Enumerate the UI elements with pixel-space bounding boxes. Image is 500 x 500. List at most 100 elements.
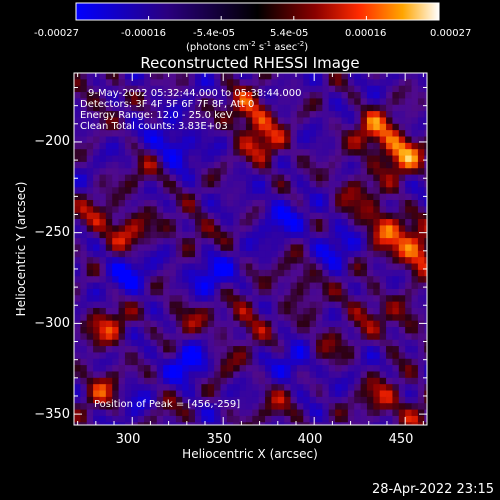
heatmap-cell [431,124,438,131]
heatmap-cell [417,130,425,138]
heatmap-cell [169,225,177,233]
heatmap-cell [341,117,349,125]
heatmap-cell [74,142,81,150]
heatmap-cell [239,85,247,93]
heatmap-cell [373,276,381,284]
heatmap-cell [431,429,438,436]
heatmap-cell [175,79,183,87]
heatmap-cell [424,295,427,303]
heatmap-cell [277,307,285,315]
heatmap-cell [175,117,183,125]
heatmap-cell [214,85,222,93]
heatmap-cell [175,371,183,379]
heatmap-cell [303,104,311,112]
heatmap-cell [201,415,209,423]
heatmap-cell [80,390,88,398]
heatmap-cell [252,92,260,100]
heatmap-cell [309,365,317,373]
heatmap-cell [328,314,336,322]
heatmap-cell [105,320,113,328]
heatmap-cell [207,79,215,87]
heatmap-cell [86,403,94,411]
heatmap-cell [265,295,273,303]
heatmap-cell [137,307,145,315]
heatmap-cell [366,231,374,239]
heatmap-cell [284,225,292,233]
heatmap-cell [335,396,343,404]
heatmap-cell [163,92,171,100]
heatmap-cell [220,257,228,265]
heatmap-cell [99,225,107,233]
heatmap-cell [271,117,279,125]
heatmap-cell [405,104,413,112]
heatmap-cell [309,396,317,404]
heatmap-cell [392,149,400,157]
heatmap-cell [80,365,88,373]
heatmap-cell [392,250,400,258]
heatmap-cell [354,180,362,188]
heatmap-cell [80,244,88,252]
heatmap-cell [150,244,158,252]
heatmap-cell [182,161,190,169]
heatmap-cell [258,73,266,80]
heatmap-cell [150,257,158,265]
heatmap-cell [354,79,362,87]
heatmap-cell [131,396,139,404]
heatmap-cell [112,180,120,188]
heatmap-cell [86,415,94,423]
heatmap-cell [303,276,311,284]
heatmap-cell [175,149,183,157]
heatmap-cell [239,346,247,354]
heatmap-cell [207,155,215,163]
heatmap-cell [239,339,247,347]
heatmap-cell [169,168,177,176]
heatmap-cell [93,206,101,214]
heatmap-cell [112,200,120,207]
heatmap-cell [258,155,266,163]
heatmap-cell [290,352,298,360]
heatmap-cell [296,155,304,163]
heatmap-cell [195,250,202,258]
heatmap-cell [424,307,427,315]
heatmap-cell [296,295,304,303]
heatmap-cell [112,263,120,271]
heatmap-cell [290,333,298,341]
heatmap-cell [265,123,273,131]
heatmap-cell [277,92,285,100]
heatmap-cell [405,396,413,404]
heatmap-cell [156,123,164,131]
heatmap-cell [169,117,177,125]
heatmap-cell [233,276,241,284]
heatmap-cell [93,282,101,290]
heatmap-cell [303,390,311,398]
heatmap-cell [284,333,292,341]
heatmap-cell [93,377,101,385]
heatmap-cell [405,73,413,80]
heatmap-cell [335,111,343,119]
heatmap-cell [316,415,323,423]
heatmap-cell [99,104,107,112]
heatmap-cell [366,174,374,182]
heatmap-cell [296,390,304,398]
heatmap-cell [163,327,171,334]
heatmap-cell [309,92,317,100]
heatmap-cell [296,200,304,207]
heatmap-cell [80,429,87,436]
heatmap-cell [309,301,317,309]
heatmap-cell [105,104,113,112]
heatmap-cell [265,73,273,80]
heatmap-cell [398,231,406,239]
heatmap-cell [169,231,177,239]
heatmap-cell [379,174,387,182]
heatmap-cell [195,403,202,411]
heatmap-cell [392,263,400,271]
heatmap-cell [195,212,202,220]
heatmap-cell [417,263,425,271]
heatmap-cell [150,85,158,93]
heatmap-cell [271,168,279,176]
heatmap-cell [277,390,285,398]
heatmap-cell [188,269,196,277]
heatmap-cell [277,180,285,188]
heatmap-cell [80,206,88,214]
heatmap-cell [80,301,88,309]
